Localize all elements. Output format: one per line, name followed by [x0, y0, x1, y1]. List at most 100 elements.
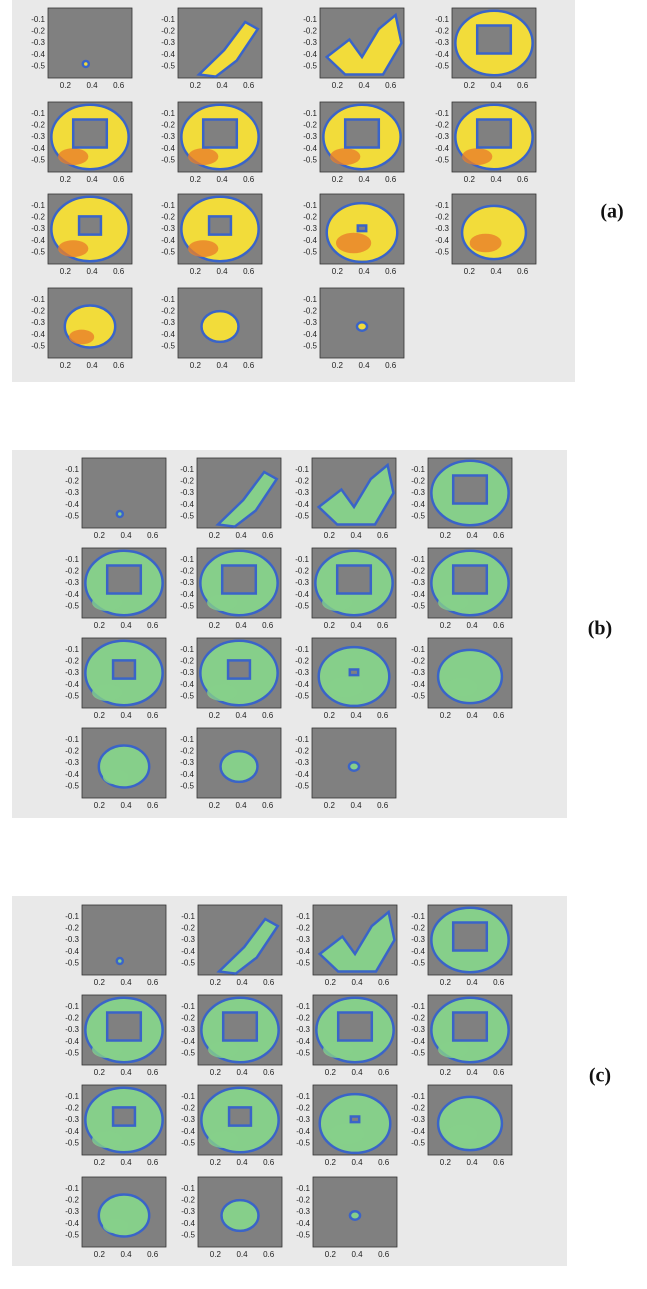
x-tick-label: 0.6: [113, 175, 125, 184]
y-tick-label: -0.3: [411, 1115, 425, 1124]
y-tick-label: -0.4: [411, 680, 425, 689]
y-tick-label: -0.3: [295, 578, 309, 587]
disc: [222, 1200, 259, 1231]
x-tick-label: 0.2: [94, 711, 106, 720]
y-tick-label: -0.4: [303, 330, 317, 339]
hole: [209, 216, 231, 234]
y-tick-label: -0.3: [296, 1115, 310, 1124]
x-tick-label: 0.4: [236, 1250, 248, 1259]
hole: [107, 1013, 141, 1041]
y-tick-label: -0.1: [65, 735, 79, 744]
y-tick-label: -0.3: [296, 1025, 310, 1034]
y-tick-label: -0.1: [65, 465, 79, 474]
hot-zone: [322, 594, 352, 611]
y-tick-label: -0.3: [295, 758, 309, 767]
x-tick-label: 0.4: [86, 267, 98, 276]
y-tick-label: -0.3: [411, 488, 425, 497]
y-tick-label: -0.5: [180, 511, 194, 520]
y-tick-label: -0.5: [161, 247, 175, 256]
y-tick-label: -0.4: [296, 1037, 310, 1046]
y-tick-label: -0.3: [161, 224, 175, 233]
x-tick-label: 0.4: [86, 361, 98, 370]
y-tick-label: -0.4: [303, 50, 317, 59]
disc: [350, 1211, 360, 1219]
x-tick-label: 0.4: [466, 621, 478, 630]
hole: [73, 120, 107, 148]
y-tick-label: -0.5: [303, 341, 317, 350]
y-tick-label: -0.4: [31, 144, 45, 153]
x-tick-label: 0.4: [351, 978, 363, 987]
y-tick-label: -0.5: [303, 61, 317, 70]
x-tick-label: 0.2: [440, 531, 452, 540]
hot-zone: [92, 1041, 122, 1058]
y-tick-label: -0.4: [31, 50, 45, 59]
y-tick-label: -0.2: [411, 1013, 425, 1022]
y-tick-label: -0.3: [296, 935, 310, 944]
x-tick-label: 0.6: [147, 1068, 159, 1077]
y-tick-label: -0.5: [65, 691, 79, 700]
x-tick-label: 0.2: [60, 81, 72, 90]
x-tick-label: 0.6: [493, 531, 505, 540]
y-tick-label: -0.5: [303, 247, 317, 256]
y-tick-label: -0.4: [411, 590, 425, 599]
disc: [319, 647, 390, 706]
y-tick-label: -0.2: [161, 26, 175, 35]
y-tick-label: -0.5: [296, 958, 310, 967]
y-tick-label: -0.1: [65, 1184, 79, 1193]
y-tick-label: -0.5: [65, 958, 79, 967]
x-tick-label: 0.6: [147, 801, 159, 810]
x-tick-label: 0.6: [263, 1068, 275, 1077]
y-tick-label: -0.2: [180, 746, 194, 755]
y-tick-label: -0.1: [31, 201, 45, 210]
y-tick-label: -0.2: [295, 566, 309, 575]
hole: [358, 226, 366, 232]
y-tick-label: -0.1: [31, 15, 45, 24]
y-tick-label: -0.4: [65, 947, 79, 956]
y-tick-label: -0.4: [180, 500, 194, 509]
x-tick-label: 0.4: [358, 267, 370, 276]
y-tick-label: -0.5: [295, 511, 309, 520]
x-tick-label: 0.4: [350, 801, 362, 810]
y-tick-label: -0.2: [303, 212, 317, 221]
y-tick-label: -0.1: [411, 1092, 425, 1101]
y-tick-label: -0.2: [411, 656, 425, 665]
y-tick-label: -0.5: [411, 958, 425, 967]
y-tick-label: -0.3: [65, 488, 79, 497]
hot-zone: [103, 770, 128, 785]
x-tick-label: 0.4: [350, 621, 362, 630]
x-tick-label: 0.2: [440, 711, 452, 720]
y-tick-label: -0.3: [435, 224, 449, 233]
y-tick-label: -0.5: [65, 781, 79, 790]
hot-zone: [103, 1219, 128, 1234]
x-tick-label: 0.6: [378, 1250, 390, 1259]
y-tick-label: -0.5: [411, 1138, 425, 1147]
x-tick-label: 0.6: [378, 978, 390, 987]
y-tick-label: -0.4: [181, 1219, 195, 1228]
hole: [453, 923, 487, 951]
x-tick-label: 0.4: [490, 267, 502, 276]
y-tick-label: -0.4: [181, 1037, 195, 1046]
y-tick-label: -0.4: [296, 947, 310, 956]
x-tick-label: 0.4: [466, 531, 478, 540]
y-tick-label: -0.5: [181, 1048, 195, 1057]
hole: [203, 120, 237, 148]
y-tick-label: -0.4: [161, 50, 175, 59]
x-tick-label: 0.4: [350, 711, 362, 720]
y-tick-label: -0.5: [65, 1048, 79, 1057]
x-tick-label: 0.6: [385, 175, 397, 184]
disc: [349, 762, 359, 770]
disc: [221, 751, 258, 782]
y-tick-label: -0.4: [296, 1127, 310, 1136]
x-tick-label: 0.4: [351, 1250, 363, 1259]
y-tick-label: -0.4: [181, 947, 195, 956]
y-tick-label: -0.2: [303, 306, 317, 315]
y-tick-label: -0.2: [181, 1195, 195, 1204]
x-tick-label: 0.6: [385, 361, 397, 370]
y-tick-label: -0.2: [411, 476, 425, 485]
x-tick-label: 0.2: [332, 175, 344, 184]
y-tick-label: -0.2: [161, 120, 175, 129]
y-tick-label: -0.3: [65, 578, 79, 587]
y-tick-label: -0.3: [303, 224, 317, 233]
hot-zone: [446, 1125, 478, 1144]
y-tick-label: -0.2: [31, 306, 45, 315]
